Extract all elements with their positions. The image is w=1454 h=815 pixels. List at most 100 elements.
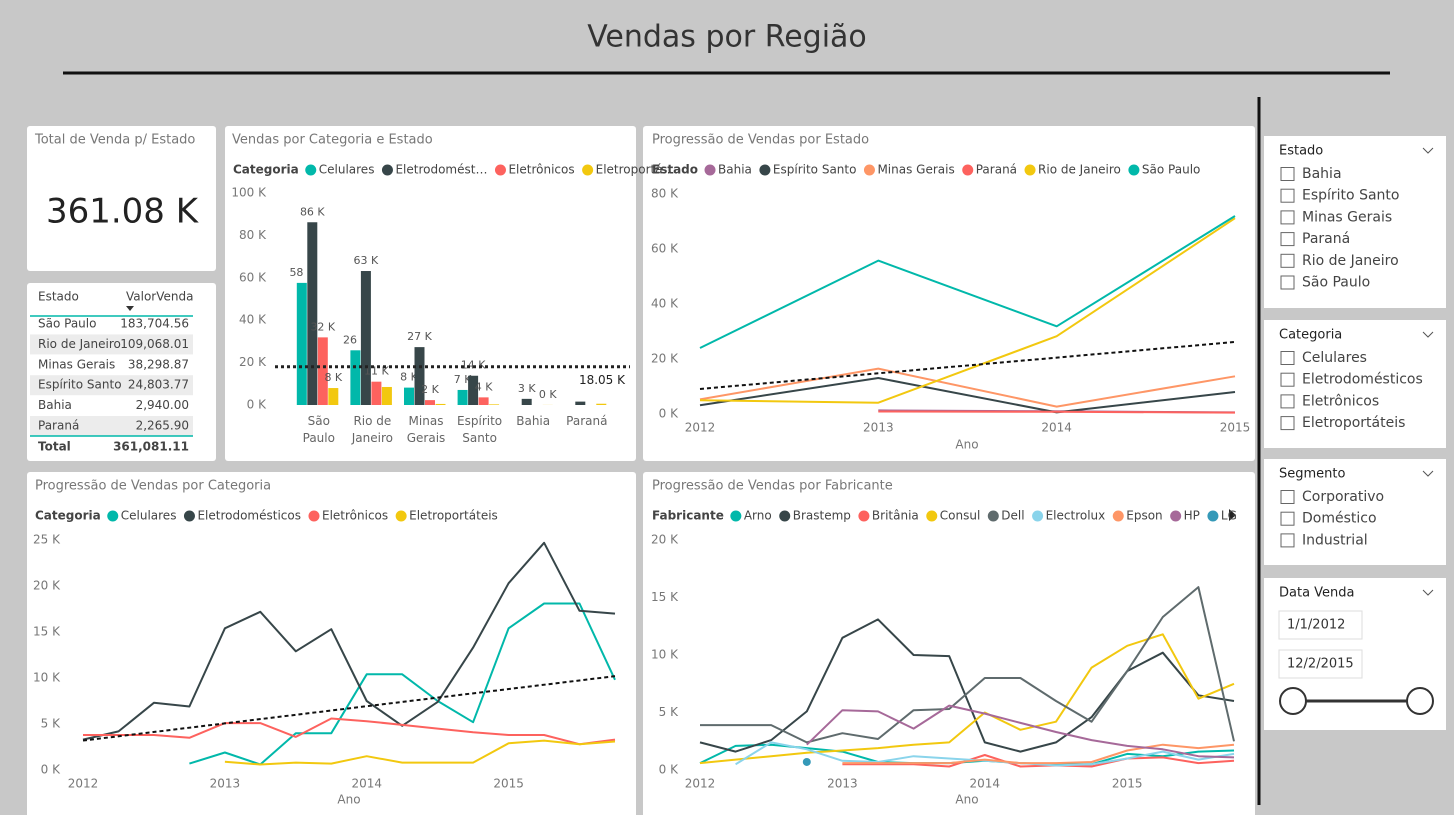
legend-label[interactable]: LG bbox=[1221, 509, 1237, 523]
y-tick-label: 60 K bbox=[239, 270, 267, 284]
series-line bbox=[699, 217, 1236, 404]
legend-label[interactable]: Brastemp bbox=[793, 509, 851, 523]
checkbox[interactable] bbox=[1280, 188, 1295, 203]
legend-label[interactable]: Paraná bbox=[976, 163, 1017, 177]
slicer-item[interactable]: Paraná bbox=[1302, 231, 1350, 247]
checkbox[interactable] bbox=[1280, 351, 1295, 365]
slicer-item[interactable]: Espírito Santo bbox=[1302, 188, 1399, 204]
slicer-item[interactable]: São Paulo bbox=[1302, 275, 1370, 291]
x-tick-label: São Paulo bbox=[303, 414, 335, 445]
date-box[interactable] bbox=[1278, 649, 1363, 679]
checkbox[interactable] bbox=[1280, 533, 1295, 548]
slicer-item[interactable]: Eletrodomésticos bbox=[1302, 372, 1423, 388]
slicer-item[interactable]: Rio de Janeiro bbox=[1302, 253, 1399, 269]
date-box[interactable] bbox=[1278, 610, 1363, 640]
legend-label[interactable]: Bahia bbox=[718, 163, 752, 177]
legend-marker bbox=[381, 164, 393, 176]
table-total: Total bbox=[38, 440, 71, 454]
checkbox[interactable] bbox=[1280, 232, 1295, 247]
slicer-title: Categoria bbox=[1279, 328, 1342, 343]
slicer-item[interactable]: Industrial bbox=[1302, 532, 1368, 548]
series-line bbox=[699, 633, 1235, 765]
chart-title: Progressão de Vendas por Fabricante bbox=[652, 479, 893, 494]
legend-label[interactable]: São Paulo bbox=[1142, 163, 1200, 177]
legend-label[interactable]: Eletrônicos bbox=[508, 163, 574, 177]
legend-label[interactable]: Arno bbox=[744, 509, 772, 523]
legend-marker bbox=[305, 164, 317, 176]
bar bbox=[435, 403, 446, 405]
legend-label[interactable]: Espírito Santo bbox=[773, 163, 857, 177]
bar bbox=[414, 347, 425, 405]
x-tick-label: 2012 bbox=[68, 777, 99, 791]
y-tick-label: 40 K bbox=[239, 313, 267, 327]
chevron[interactable] bbox=[1422, 589, 1434, 596]
legend-label[interactable]: Eletroportáteis bbox=[409, 509, 498, 523]
y-tick-label: 60 K bbox=[651, 242, 679, 256]
slicer-item[interactable]: Bahia bbox=[1302, 166, 1342, 182]
legend-label[interactable]: Eletrodomésticos bbox=[197, 509, 301, 523]
legend-label[interactable]: Celulares bbox=[121, 509, 177, 523]
x-tick-label: Espírito Santo bbox=[457, 414, 502, 445]
table-cell: 38,298.87 bbox=[128, 357, 189, 371]
legend-label[interactable]: Eletrônicos bbox=[322, 509, 388, 523]
checkbox[interactable] bbox=[1280, 210, 1295, 225]
table-cell: 24,803.77 bbox=[128, 378, 189, 392]
series-line bbox=[83, 717, 616, 746]
legend-scroll-arrow[interactable] bbox=[1229, 509, 1236, 521]
y-tick-label: 5 K bbox=[41, 717, 61, 731]
sort-indicator[interactable] bbox=[126, 306, 134, 311]
chevron[interactable] bbox=[1422, 470, 1434, 477]
slicer-item[interactable]: Corporativo bbox=[1302, 489, 1384, 505]
y-tick-label: 0 K bbox=[41, 763, 61, 777]
legend-label[interactable]: Eletroportá… bbox=[596, 163, 675, 177]
chevron[interactable] bbox=[1422, 331, 1434, 338]
chevron[interactable] bbox=[1422, 147, 1434, 154]
checkbox[interactable] bbox=[1280, 416, 1295, 431]
slicer-title: Segmento bbox=[1279, 467, 1346, 482]
bar bbox=[521, 398, 532, 405]
legend-title: Categoria bbox=[233, 163, 299, 177]
legend-label[interactable]: Rio de Janeiro bbox=[1038, 163, 1121, 177]
slider-handle[interactable] bbox=[1406, 687, 1434, 715]
legend-label[interactable]: Eletrodomést… bbox=[395, 163, 487, 177]
table-total: 361,081.11 bbox=[113, 440, 189, 454]
slicer-item[interactable]: Eletroportáteis bbox=[1302, 415, 1405, 431]
x-tick-label: Rio de Janeiro bbox=[352, 414, 393, 445]
x-tick-label-text: Paraná bbox=[566, 414, 608, 428]
date-end[interactable]: 12/2/2015 bbox=[1287, 657, 1354, 672]
chart-panel bbox=[27, 472, 636, 815]
table-header: ValorVenda bbox=[126, 290, 193, 304]
table-cell: Bahia bbox=[38, 398, 72, 412]
x-axis-title: Ano bbox=[955, 438, 978, 452]
x-tick-label: 2013 bbox=[210, 777, 241, 791]
checkbox[interactable] bbox=[1280, 167, 1295, 181]
bar bbox=[317, 337, 328, 405]
slicer-item[interactable]: Minas Gerais bbox=[1302, 209, 1392, 225]
legend-label[interactable]: Dell bbox=[1001, 509, 1024, 523]
checkbox[interactable] bbox=[1280, 275, 1295, 290]
slider-handle[interactable] bbox=[1279, 687, 1307, 715]
slicer-item[interactable]: Doméstico bbox=[1302, 511, 1377, 527]
date-start[interactable]: 1/1/2012 bbox=[1287, 618, 1345, 633]
series-line bbox=[699, 367, 1236, 408]
slicer-item[interactable]: Celulares bbox=[1302, 350, 1367, 366]
checkbox[interactable] bbox=[1280, 394, 1295, 409]
legend-label[interactable]: Electrolux bbox=[1046, 509, 1106, 523]
checkbox[interactable] bbox=[1280, 253, 1295, 268]
legend-marker bbox=[107, 510, 119, 522]
legend-label[interactable]: Britânia bbox=[872, 509, 919, 523]
slicer-item[interactable]: Eletrônicos bbox=[1302, 393, 1379, 409]
legend-label[interactable]: HP bbox=[1184, 509, 1200, 523]
x-axis-title: Ano bbox=[337, 793, 360, 807]
legend-label[interactable]: Celulares bbox=[319, 163, 375, 177]
checkbox[interactable] bbox=[1280, 490, 1295, 504]
chart-panel bbox=[643, 472, 1255, 815]
legend-label[interactable]: Minas Gerais bbox=[877, 163, 954, 177]
legend-marker bbox=[582, 164, 594, 176]
series-line bbox=[806, 704, 1235, 759]
legend-label[interactable]: Consul bbox=[940, 509, 981, 523]
checkbox[interactable] bbox=[1280, 511, 1295, 526]
legend-marker bbox=[308, 510, 320, 522]
checkbox[interactable] bbox=[1280, 372, 1295, 387]
legend-label[interactable]: Epson bbox=[1126, 509, 1162, 523]
